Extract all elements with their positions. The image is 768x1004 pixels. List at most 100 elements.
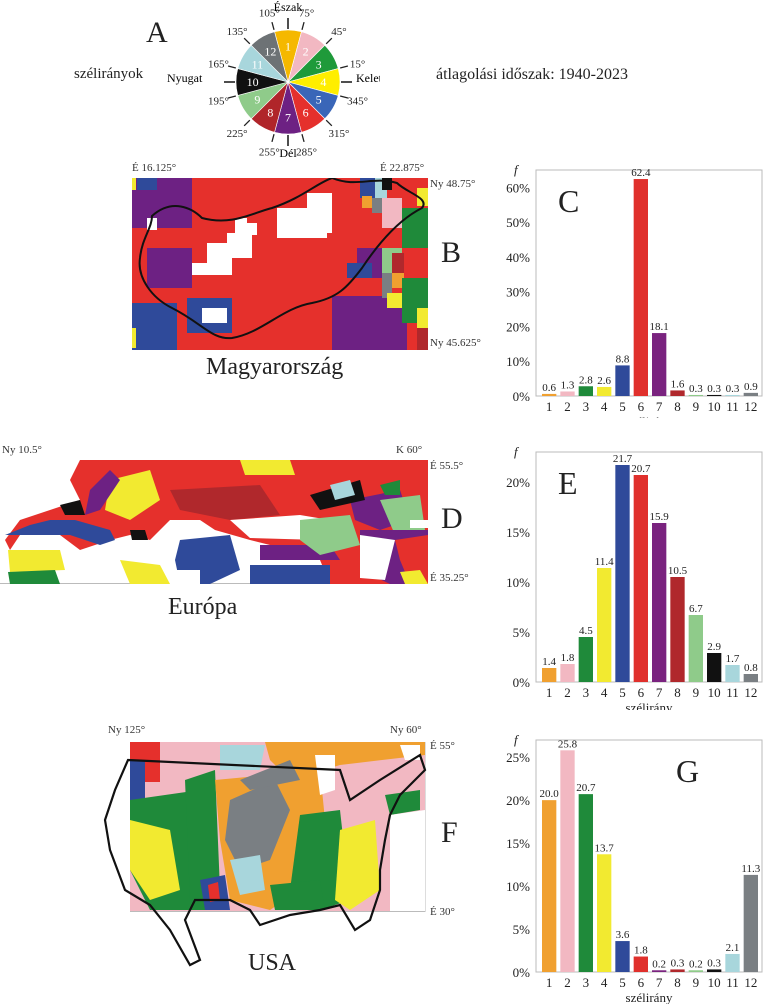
map-d-caption: Európa [168,594,238,620]
y-tick-label: 60% [506,180,530,195]
bar-value-label: 0.3 [689,383,703,395]
bar-value-label: 3.6 [616,929,630,941]
x-tick-label: 9 [693,975,700,990]
bar-5 [615,941,630,972]
x-tick-label: 11 [726,685,739,700]
x-tick-label: 4 [601,685,608,700]
boundary-angle-label: 105° [259,7,280,19]
wind-sector-number: 10 [247,75,259,89]
map-f-right-top-coord: É 55° [430,740,455,752]
x-tick-label: 11 [726,399,739,414]
x-tick-label: 5 [619,975,626,990]
bar-4 [597,854,612,972]
bar-value-label: 62.4 [631,167,651,179]
panel-a-letter: A [146,16,168,49]
x-tick-label: 2 [564,399,571,414]
direction-east: Kelet [356,71,380,85]
x-tick-label: 8 [674,685,681,700]
y-axis-label: f [514,162,520,177]
bar-value-label: 18.1 [650,321,669,333]
x-tick-label: 6 [638,399,645,414]
boundary-angle-label: 15° [350,58,365,70]
chart-g: f 0% 5% 10% 15% 20% 25% 20.0 1 25.8 2 20.7 3 13.7 4 3.6… [506,732,763,1004]
bar-value-label: 0.3 [707,957,721,969]
bar-value-label: 13.7 [595,842,615,854]
x-tick-label: 3 [583,975,590,990]
bar-5 [615,465,630,682]
panel-b-letter: B [441,236,462,269]
bar-value-label: 20.0 [540,788,560,800]
x-tick-label: 2 [564,975,571,990]
bar-value-label: 2.1 [726,942,740,954]
bar-2 [560,664,575,682]
averaging-period-label: átlagolási időszak: 1940-2023 [436,66,628,83]
x-tick-label: 10 [708,975,721,990]
x-tick-label: 6 [638,685,645,700]
y-tick-label: 20% [506,475,530,490]
bar-value-label: 0.2 [652,958,666,970]
x-tick-label: 3 [583,399,590,414]
boundary-angle-label: 255° [259,147,280,159]
bar-value-label: 1.4 [542,656,556,668]
y-tick-label: 25% [506,750,530,765]
x-axis-label: szélirány [626,414,673,418]
bar-3 [578,386,593,396]
y-tick-label: 20% [506,319,530,334]
panel-f-letter: F [441,816,458,849]
y-tick-label: 10% [506,575,530,590]
x-tick-label: 4 [601,399,608,414]
bar-11 [725,394,740,396]
x-tick-label: 7 [656,975,663,990]
map-f-top-right-coord: Ny 60° [390,724,422,736]
x-tick-label: 5 [619,685,626,700]
y-tick-label: 0% [513,965,531,980]
y-tick-label: 30% [506,285,530,300]
map-b-top-right-coord: É 22.875° [380,162,425,174]
boundary-angle-label: 315° [328,128,349,140]
bar-value-label: 0.3 [671,957,685,969]
bar-12 [743,874,758,972]
boundary-angle-label: 345° [347,96,368,108]
europe-wind-map [0,460,428,584]
wind-sector-number: 3 [316,57,322,71]
hungary-wind-map [132,178,428,350]
bar-9 [688,394,703,396]
x-axis-label: szélirány [626,700,673,710]
bar-value-label: 11.3 [741,863,760,875]
bar-value-label: 0.2 [689,958,703,970]
x-tick-label: 1 [546,399,553,414]
x-tick-label: 12 [744,685,757,700]
bar-value-label: 0.6 [542,382,556,394]
y-tick-label: 15% [506,525,530,540]
wind-sector-number: 4 [320,75,326,89]
map-b-right-bottom-coord: Ny 45.625° [430,337,481,349]
wind-sector-number: 1 [285,40,291,54]
map-b-top-left-coord: É 16.125° [132,162,177,174]
x-tick-label: 5 [619,399,626,414]
bar-value-label: 20.7 [631,463,651,475]
map-b-caption: Magyarország [206,354,344,380]
bar-value-label: 2.6 [597,375,611,387]
bar-value-label: 8.8 [616,353,630,365]
chart-c: f 0% 10% 20% 30% 40% 50% 60% 0.6 1 1.3 2 2.8 3 2.6 4 8.8… [506,162,763,418]
y-tick-label: 0% [513,389,531,404]
y-tick-label: 0% [513,675,531,690]
bar-value-label: 4.5 [579,625,593,637]
usa-wind-map [103,742,427,967]
bar-10 [707,653,722,682]
boundary-angle-label: 75° [299,7,314,19]
bar-value-label: 2.9 [707,641,721,653]
bar-1 [542,800,557,972]
x-tick-label: 3 [583,685,590,700]
bar-10 [707,394,722,396]
panel-c-letter: C [558,183,579,219]
direction-west: Nyugat [167,71,203,85]
bar-9 [688,615,703,682]
x-tick-label: 11 [726,975,739,990]
wind-sector-number: 8 [267,106,273,120]
wind-sector-number: 12 [264,44,276,58]
bar-6 [633,179,648,396]
direction-north: Észak [274,0,303,14]
x-tick-label: 7 [656,399,663,414]
